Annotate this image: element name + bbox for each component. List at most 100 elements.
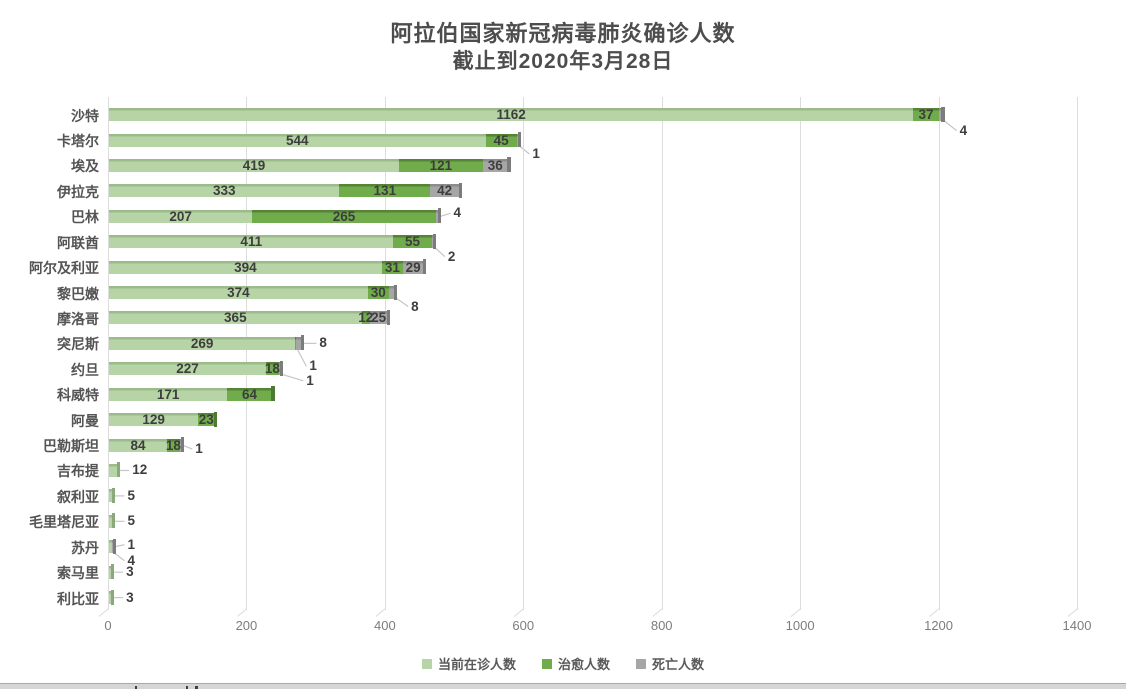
country-label: 约旦 xyxy=(71,361,99,378)
taskbar-glyph-fragment xyxy=(186,686,188,689)
bar-value-label: 419 xyxy=(242,157,266,173)
bar-value-label: 55 xyxy=(404,234,421,250)
bar-segment-active xyxy=(109,591,112,605)
bar-value-label: 207 xyxy=(169,208,192,224)
callout-value-label: 4 xyxy=(127,552,135,568)
bar-value-label: 129 xyxy=(142,412,165,428)
bar-segment-active xyxy=(109,489,113,503)
callout-value-label: 1 xyxy=(532,146,540,162)
country-label: 毛里塔尼亚 xyxy=(29,514,99,531)
bar-segment-active xyxy=(109,413,199,427)
gridline xyxy=(1077,97,1078,610)
bar-value-label: 84 xyxy=(130,437,146,453)
country-label: 阿曼 xyxy=(71,412,99,429)
callout-value-label: 3 xyxy=(126,564,134,580)
bar-segment-active xyxy=(109,438,168,452)
gridline xyxy=(384,97,386,610)
legend-label-recovered: 治愈人数 xyxy=(557,657,610,672)
bar-value-label: 25 xyxy=(371,310,387,326)
gridline xyxy=(800,97,802,610)
callout-value-label: 4 xyxy=(959,122,968,138)
gridline xyxy=(523,97,525,610)
country-label: 伊拉克 xyxy=(57,183,99,200)
bar-value-label: 12 xyxy=(358,310,374,326)
bar-value-label: 121 xyxy=(429,157,453,173)
bar-segment-active xyxy=(109,108,914,122)
bar-value-label: 374 xyxy=(227,285,250,301)
bar-segment-deaths xyxy=(295,336,302,350)
country-label: 巴勒斯坦 xyxy=(43,438,99,455)
gridline xyxy=(661,97,663,610)
bar-end-cap xyxy=(111,513,116,529)
callout-value-label: 1 xyxy=(195,441,203,457)
callout-value-label: 8 xyxy=(411,298,419,314)
legend-item-deaths: 死亡人数 xyxy=(636,654,704,673)
country-label: 摩洛哥 xyxy=(57,310,99,327)
bar-end-cap xyxy=(116,462,121,478)
bar-segment-deaths xyxy=(388,286,395,300)
x-tick-label: 1200 xyxy=(924,618,954,633)
bar-segment-deaths xyxy=(403,260,424,274)
bar-value-label: 411 xyxy=(240,234,263,250)
bar-segment-recovered xyxy=(913,108,939,122)
bar-segment-deaths xyxy=(938,108,942,122)
legend-item-active-cases: 当前在诊人数 xyxy=(421,654,516,673)
legend-swatch-deaths-icon xyxy=(636,658,646,669)
bar-segment-active xyxy=(109,514,113,528)
country-label: 苏丹 xyxy=(71,539,99,556)
bar-value-label: 64 xyxy=(241,386,258,402)
bar-segment-active xyxy=(109,184,340,198)
bar-end-cap xyxy=(507,157,511,173)
bar-segment-active xyxy=(109,463,118,477)
bar-value-label: 36 xyxy=(487,157,503,173)
bar-value-label: 227 xyxy=(176,361,199,377)
country-label: 黎巴嫩 xyxy=(57,285,99,302)
gridline xyxy=(246,97,248,610)
bar-segment-deaths xyxy=(482,158,508,172)
x-tick-label: 600 xyxy=(512,618,535,633)
bar-value-label: 18 xyxy=(165,437,181,453)
bar-end-cap xyxy=(437,208,442,224)
callout-value-label: 5 xyxy=(127,513,135,529)
x-tick-label: 800 xyxy=(650,618,673,633)
bar-value-label: 23 xyxy=(198,412,214,428)
bar-value-label: 544 xyxy=(285,132,309,148)
bar-end-cap xyxy=(393,284,398,300)
bar-segment-active xyxy=(109,387,228,401)
country-label: 利比亚 xyxy=(57,590,99,607)
bar-value-label: 365 xyxy=(224,310,247,326)
legend: 当前在诊人数 治愈人数 死亡人数 xyxy=(0,654,1126,673)
country-label: 叙利亚 xyxy=(57,488,99,505)
country-label: 科威特 xyxy=(57,387,99,404)
gridline xyxy=(108,97,109,610)
country-label: 卡塔尔 xyxy=(57,133,99,150)
bar-value-label: 1162 xyxy=(496,107,526,123)
bar-value-label: 333 xyxy=(212,183,236,199)
chart-title: 阿拉伯国家新冠病毒肺炎确诊人数 xyxy=(390,21,736,46)
bar-segment-recovered xyxy=(252,209,436,223)
country-label: 阿联酋 xyxy=(57,234,99,251)
bar-segment-active xyxy=(109,362,267,376)
bar-value-label: 269 xyxy=(190,335,214,351)
bar-segment-recovered xyxy=(393,235,432,249)
x-tick-label: 1400 xyxy=(1062,618,1092,633)
bar-end-cap xyxy=(279,360,284,376)
bar-segment-active xyxy=(109,540,112,554)
bar-end-cap xyxy=(213,411,218,427)
bottom-ui-strip[interactable] xyxy=(0,683,1126,689)
bar-end-cap xyxy=(432,233,437,249)
bar-segment-deaths xyxy=(516,133,519,147)
bar-segment-recovered xyxy=(485,133,517,147)
callout-value-label: 12 xyxy=(132,462,148,478)
bar-segment-active xyxy=(109,260,382,274)
callout-value-label: 8 xyxy=(319,335,327,351)
bar-end-cap xyxy=(517,132,522,148)
bar-value-label: 30 xyxy=(370,285,386,301)
bar-segment-active xyxy=(109,133,486,147)
bar-segment-active xyxy=(109,311,362,325)
gridline xyxy=(938,97,940,610)
bar-segment-recovered xyxy=(367,286,389,300)
bar-segment-active xyxy=(109,235,394,249)
